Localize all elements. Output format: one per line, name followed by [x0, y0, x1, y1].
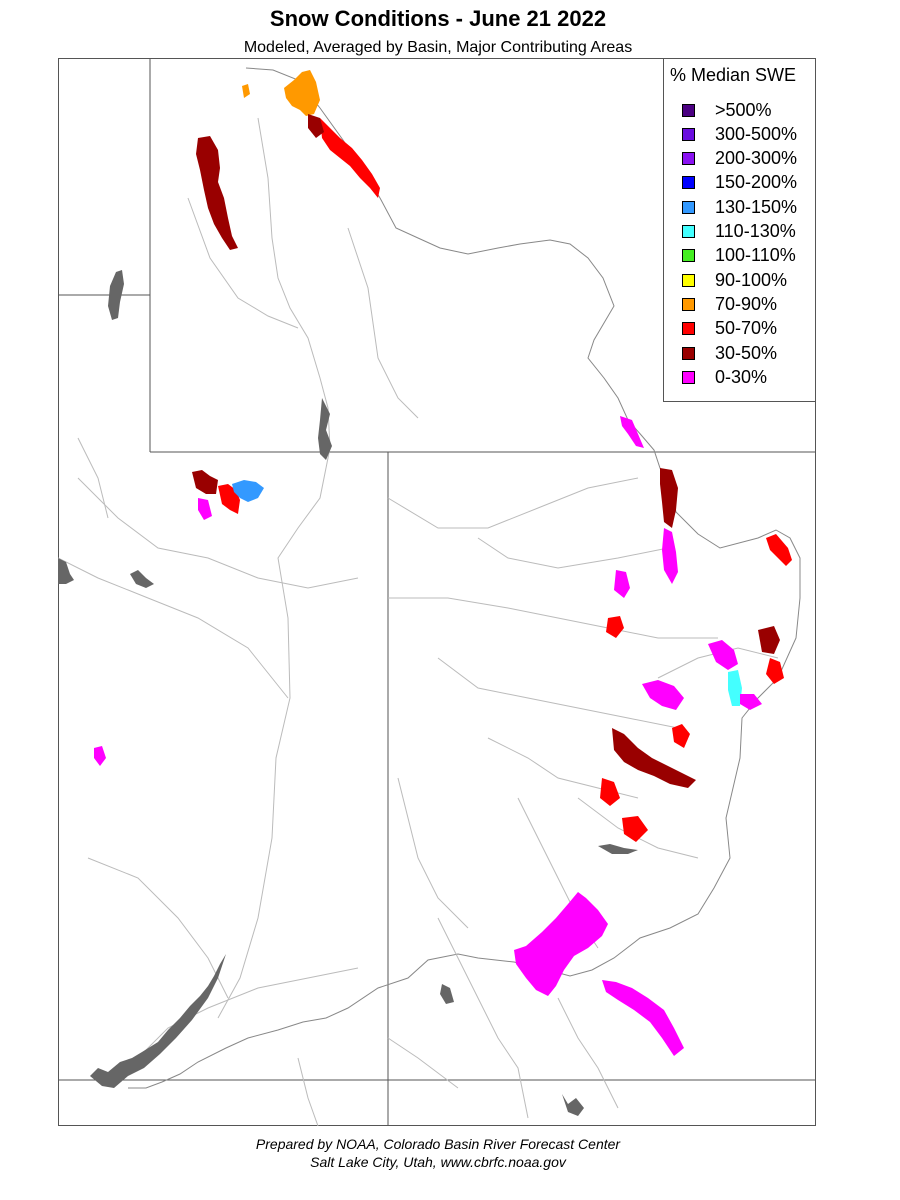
blue-mesa-reservoir	[598, 844, 638, 854]
legend-item: 300-500%	[682, 124, 797, 144]
snow-patch-upper-colorado-110-130	[728, 670, 742, 706]
snow-patch-uintas-north-30-50	[192, 470, 218, 494]
snow-patch-park-range-50-70	[606, 616, 624, 638]
snow-patch-wind-river-mid-30-50	[308, 114, 324, 138]
legend-swatch	[682, 370, 695, 384]
snow-patch-san-juan-0-30	[514, 892, 608, 996]
snow-patch-park-range-0-30	[662, 528, 678, 584]
snow-patch-sawatch-50-70	[622, 816, 648, 842]
legend-swatch	[682, 152, 695, 166]
lake-powell	[90, 954, 226, 1088]
legend-item: 90-100%	[682, 270, 787, 290]
snow-patch-white-river-0-30	[642, 680, 684, 710]
map-subtitle: Modeled, Averaged by Basin, Major Contri…	[243, 39, 633, 56]
legend: % Median SWE >500% 300-500% 200-300% 150-20…	[663, 58, 816, 402]
legend-item: 70-90%	[682, 294, 777, 314]
legend-item: 200-300%	[682, 148, 798, 169]
legend-item: 110-130%	[682, 221, 796, 242]
legend-item: >500%	[682, 100, 772, 120]
legend-label: 300-500%	[715, 123, 798, 144]
basin-map	[58, 58, 816, 1126]
legend-swatch	[682, 273, 695, 287]
legend-swatch	[682, 127, 695, 141]
legend-swatch	[682, 103, 695, 117]
snow-patch-uintas-south-0-30	[198, 498, 212, 520]
legend-label: 0-30%	[715, 366, 768, 387]
snow-patch-wind-river-range-50-70	[320, 118, 380, 198]
snow-patch-front-range-30-50	[758, 626, 780, 654]
legend-swatch	[682, 346, 695, 360]
legend-item: 100-110%	[682, 245, 796, 266]
lakes	[58, 270, 638, 1116]
snow-patch-front-range-north-50-70	[766, 534, 792, 566]
snow-patch-wasatch-plateau-0-30	[94, 746, 106, 766]
legend-swatch	[682, 297, 695, 311]
legend-swatch	[682, 322, 695, 336]
legend-label: 150-200%	[715, 172, 798, 193]
snow-patch-gros-ventre-70-90	[242, 84, 250, 98]
flaming-gorge-reservoir	[318, 398, 332, 460]
legend-label: 30-50%	[715, 342, 778, 363]
legend-label: 100-110%	[715, 245, 796, 266]
snow-patches	[94, 70, 792, 1056]
snow-patch-wind-river-north-70-90	[284, 70, 320, 116]
snow-patch-gore-range-0-30	[708, 640, 738, 670]
snow-patch-sierra-madre-0-30	[620, 416, 644, 448]
legend-title: % Median SWE	[670, 65, 797, 85]
credit-line-1: Prepared by NOAA, Colorado Basin River F…	[255, 1136, 621, 1152]
legend-label: 200-300%	[715, 148, 798, 169]
basin-outline	[128, 67, 801, 1089]
legend-swatch	[682, 200, 695, 214]
snow-patch-elk-mountains-50-70	[600, 778, 620, 806]
legend-swatch	[682, 249, 695, 263]
snow-patch-sangre-de-cristo-0-30	[602, 980, 684, 1056]
snow-patch-flat-tops-0-30	[614, 570, 630, 598]
legend-label: 50-70%	[715, 318, 778, 339]
snow-patch-front-range-east-50-70	[766, 658, 784, 684]
legend-label: 70-90%	[715, 293, 778, 314]
strawberry-reservoir	[130, 570, 154, 588]
navajo-reservoir	[440, 984, 454, 1004]
credit-line-2: Salt Lake City, Utah, www.cbrfc.noaa.gov	[310, 1154, 566, 1170]
map-title: Snow Conditions - June 21 2022	[269, 6, 607, 31]
snow-patch-grand-mesa-50-70	[672, 724, 690, 748]
great-salt-lake-edge	[58, 558, 74, 584]
bear-lake	[108, 270, 124, 320]
snow-patch-mosquito-0-30	[740, 694, 762, 710]
legend-item: 0-30%	[682, 367, 767, 387]
legend-swatch	[682, 225, 695, 238]
legend-item: 150-200%	[682, 172, 798, 193]
legend-swatch	[682, 176, 695, 190]
legend-label: 130-150%	[715, 196, 798, 217]
legend-label: 90-100%	[715, 269, 788, 290]
legend-item: 130-150%	[682, 197, 797, 217]
legend-item: 50-70%	[682, 318, 778, 339]
snow-patch-wyoming-range-30-50	[196, 136, 238, 250]
lake-mead-edge	[562, 1094, 584, 1116]
legend-label: 110-130%	[715, 221, 796, 241]
snow-patch-uintas-east-130-150	[232, 480, 264, 502]
snow-patch-elk-sawatch-30-50	[612, 728, 696, 788]
legend-item: 30-50%	[682, 343, 777, 363]
legend-label: >500%	[715, 99, 772, 120]
state-borders	[58, 58, 816, 1126]
snow-patch-park-range-north-30-50	[660, 468, 678, 528]
